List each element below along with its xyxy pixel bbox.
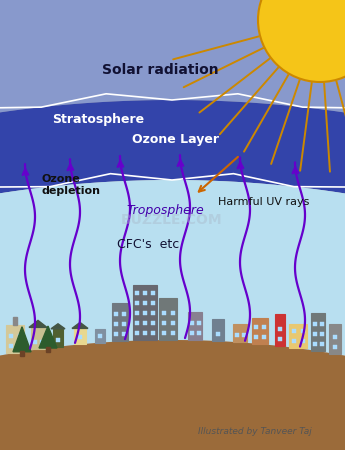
Polygon shape — [0, 100, 345, 450]
Text: Harmful UV rays: Harmful UV rays — [218, 197, 309, 207]
Bar — [170, 321, 175, 325]
Circle shape — [258, 0, 345, 82]
Bar — [275, 314, 285, 346]
Bar — [170, 331, 175, 335]
Bar — [319, 332, 324, 336]
Text: Ozone Layer: Ozone Layer — [131, 134, 218, 147]
Bar — [135, 311, 139, 315]
Bar — [53, 329, 63, 347]
Text: Troposphere: Troposphere — [126, 203, 204, 216]
Bar — [114, 312, 118, 316]
Bar — [170, 311, 175, 315]
Bar — [9, 334, 12, 338]
Bar — [197, 321, 200, 325]
Bar — [212, 319, 224, 341]
Polygon shape — [72, 322, 88, 328]
Bar — [151, 321, 155, 325]
Bar — [98, 334, 102, 338]
Bar — [122, 312, 126, 316]
Polygon shape — [39, 326, 57, 348]
Polygon shape — [51, 324, 65, 329]
Bar — [235, 333, 238, 338]
Bar — [216, 332, 220, 336]
Text: Stratosphere: Stratosphere — [52, 113, 144, 126]
Bar — [254, 335, 258, 339]
Bar — [189, 331, 194, 335]
Bar — [161, 321, 166, 325]
Bar — [74, 328, 86, 344]
Bar — [39, 340, 43, 344]
Bar — [329, 324, 341, 354]
Text: Solar radiation: Solar radiation — [102, 63, 218, 77]
Polygon shape — [0, 340, 345, 450]
Bar — [114, 322, 118, 326]
Text: CFC's  etc: CFC's etc — [117, 238, 179, 252]
Bar — [143, 321, 147, 325]
Bar — [122, 322, 126, 326]
Bar — [112, 303, 128, 342]
Polygon shape — [0, 180, 345, 450]
Bar — [189, 321, 194, 325]
Bar — [333, 345, 337, 349]
Bar — [319, 322, 324, 326]
Bar — [31, 328, 45, 349]
Bar — [300, 339, 305, 343]
Bar — [151, 302, 155, 306]
Bar — [292, 339, 296, 343]
Bar — [313, 332, 316, 336]
Text: Ozone
depletion: Ozone depletion — [42, 174, 101, 196]
Bar — [278, 337, 282, 341]
Bar — [333, 335, 337, 339]
Bar — [135, 292, 139, 295]
Bar — [143, 302, 147, 306]
Bar — [161, 311, 166, 315]
Bar — [233, 324, 247, 342]
Bar — [311, 313, 325, 351]
Bar — [292, 329, 296, 333]
Bar — [122, 333, 126, 337]
Bar — [46, 347, 50, 352]
Bar — [161, 331, 166, 335]
Bar — [313, 322, 316, 326]
Bar — [289, 324, 307, 348]
Bar — [133, 285, 157, 340]
Bar — [151, 331, 155, 335]
Bar — [143, 292, 147, 295]
Bar — [159, 298, 177, 340]
Bar — [151, 292, 155, 295]
Bar — [197, 331, 200, 335]
Bar — [188, 312, 202, 340]
Bar — [143, 331, 147, 335]
Bar — [56, 338, 60, 342]
Polygon shape — [29, 320, 47, 328]
Bar — [32, 340, 37, 344]
Bar — [18, 334, 21, 338]
Bar — [78, 335, 82, 339]
Bar — [114, 333, 118, 337]
Text: Illustrated by Tanveer Taj: Illustrated by Tanveer Taj — [198, 428, 312, 436]
Bar — [135, 302, 139, 306]
Text: BUZZLE.COM: BUZZLE.COM — [121, 213, 223, 227]
Bar — [6, 325, 24, 353]
Bar — [278, 327, 282, 331]
Bar — [18, 344, 21, 348]
Bar — [9, 344, 12, 348]
Bar — [313, 342, 316, 346]
Bar — [262, 335, 266, 339]
Bar — [20, 351, 24, 356]
Bar — [300, 329, 305, 333]
Bar — [13, 317, 17, 325]
Bar — [135, 321, 139, 325]
Bar — [254, 325, 258, 329]
Bar — [252, 318, 268, 344]
Bar — [135, 331, 139, 335]
Bar — [151, 311, 155, 315]
Bar — [143, 311, 147, 315]
Bar — [95, 328, 105, 343]
Bar — [262, 325, 266, 329]
Bar — [241, 333, 246, 338]
Bar — [319, 342, 324, 346]
Polygon shape — [13, 327, 31, 352]
